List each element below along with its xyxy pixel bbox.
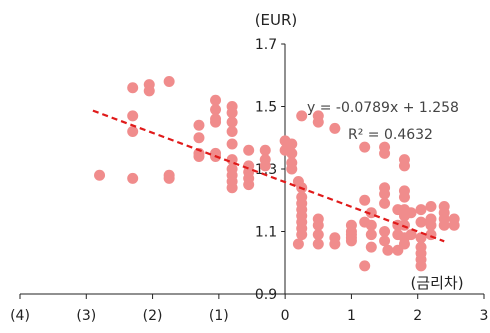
- data-point: [312, 229, 324, 241]
- data-point: [226, 182, 238, 194]
- data-point: [286, 163, 298, 175]
- data-point: [286, 138, 298, 150]
- x-tick-label: (3): [76, 308, 96, 324]
- data-point: [296, 229, 308, 241]
- data-point: [405, 229, 417, 241]
- data-point: [329, 122, 341, 134]
- data-point: [365, 219, 377, 231]
- y-ticks-group: 0.91.11.31.51.7: [255, 37, 286, 303]
- data-point: [379, 188, 391, 200]
- trendline-equation: y = -0.0789x + 1.258: [307, 100, 459, 116]
- data-point: [312, 116, 324, 128]
- data-point: [127, 126, 139, 137]
- y-tick-label: 0.9: [255, 287, 277, 303]
- data-point: [365, 229, 377, 241]
- data-point: [94, 169, 106, 181]
- data-points-group: [94, 76, 460, 272]
- data-point: [127, 172, 139, 184]
- data-point: [193, 151, 205, 162]
- data-point: [398, 191, 410, 203]
- trendline-r2: R² = 0.4632: [348, 127, 433, 143]
- data-point: [312, 219, 324, 231]
- data-point: [398, 219, 410, 231]
- x-ticks-group: (4) (3) (2) (1) 0 1 2 3: [10, 294, 488, 324]
- y-tick-label: 1.5: [255, 100, 277, 116]
- data-point: [359, 260, 371, 272]
- data-point: [379, 226, 391, 237]
- data-point: [210, 104, 222, 116]
- data-point: [365, 241, 377, 253]
- data-point: [243, 144, 255, 156]
- data-point: [359, 141, 371, 153]
- y-unit-label: (EUR): [255, 11, 298, 29]
- y-tick-label: 1.7: [255, 37, 277, 53]
- data-point: [226, 126, 238, 137]
- data-point: [226, 138, 238, 150]
- data-point: [226, 107, 238, 119]
- data-point: [210, 116, 222, 128]
- data-point: [193, 119, 205, 131]
- data-point: [359, 194, 371, 206]
- data-point: [312, 238, 324, 250]
- data-point: [296, 110, 308, 122]
- data-point: [425, 219, 437, 231]
- data-point: [415, 216, 427, 228]
- data-point: [210, 94, 222, 106]
- x-tick-label: (4): [10, 308, 30, 324]
- x-unit-label: (금리차): [410, 274, 463, 292]
- data-point: [415, 204, 427, 216]
- data-point: [425, 201, 437, 212]
- data-point: [259, 160, 271, 172]
- data-point: [226, 116, 238, 128]
- data-point: [398, 238, 410, 250]
- data-point: [345, 235, 357, 247]
- data-point: [163, 172, 175, 184]
- data-point: [329, 238, 341, 250]
- x-tick-label: (1): [209, 308, 229, 324]
- data-point: [415, 232, 427, 244]
- data-point: [379, 235, 391, 247]
- x-tick-label: 0: [281, 308, 290, 324]
- x-tick-label: 1: [347, 308, 356, 324]
- data-point: [438, 219, 450, 231]
- data-point: [379, 197, 391, 209]
- data-point: [143, 85, 155, 97]
- data-point: [127, 82, 139, 94]
- data-point: [259, 144, 271, 156]
- y-tick-label: 1.1: [255, 225, 277, 241]
- data-point: [379, 147, 391, 159]
- data-point: [193, 132, 205, 144]
- data-point: [382, 244, 394, 256]
- data-point: [448, 219, 460, 231]
- data-point: [398, 160, 410, 172]
- x-tick-label: 2: [413, 308, 422, 324]
- trendline: [92, 109, 445, 243]
- data-point: [163, 76, 175, 87]
- data-point: [286, 147, 298, 159]
- data-point: [405, 207, 417, 219]
- data-point: [243, 179, 255, 191]
- x-tick-label: (2): [143, 308, 163, 324]
- data-point: [415, 260, 427, 272]
- data-point: [127, 110, 139, 122]
- x-tick-label: 3: [480, 308, 489, 324]
- data-point: [292, 238, 304, 250]
